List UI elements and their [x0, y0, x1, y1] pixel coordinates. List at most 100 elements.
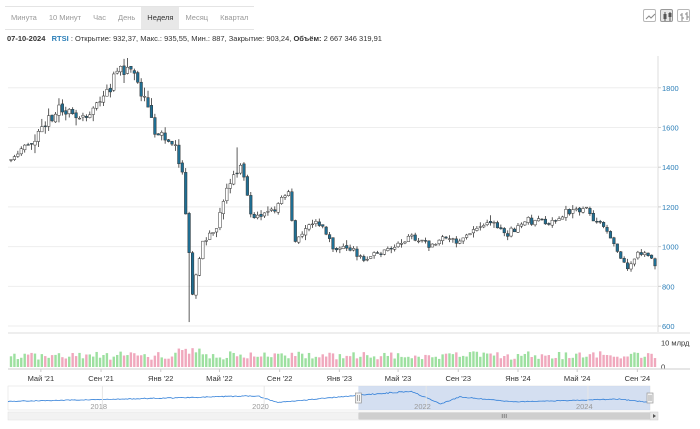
- volume-bar: [465, 356, 468, 367]
- candle-body: [286, 191, 291, 197]
- volume-bar: [472, 351, 475, 367]
- candlestick-icon[interactable]: [660, 9, 673, 22]
- volume-bar: [266, 356, 270, 367]
- y-tick-label: 800: [662, 282, 675, 291]
- volume-bar: [530, 356, 533, 367]
- candle-body: [170, 140, 174, 145]
- volume-bar: [581, 357, 585, 367]
- volume-bar: [136, 355, 139, 367]
- candle-body: [492, 222, 496, 224]
- tab-10-minutes[interactable]: 10 Минут: [48, 13, 82, 22]
- navigator-left-handle[interactable]: [355, 392, 362, 404]
- candle-body: [84, 115, 88, 118]
- ohlc-bars-icon[interactable]: [677, 9, 690, 22]
- candle-body: [64, 110, 68, 115]
- navigator-selection: [358, 386, 650, 410]
- volume-bar: [499, 358, 503, 367]
- volume-bar: [16, 359, 20, 367]
- volume-bar: [157, 352, 160, 367]
- volume-bar: [201, 354, 205, 367]
- volume-bar: [427, 355, 431, 367]
- volume-bar: [633, 352, 636, 367]
- volume-bar: [235, 356, 239, 367]
- candle-body: [156, 133, 160, 136]
- x-tick-label: Май '22: [206, 374, 233, 383]
- volume-bar: [557, 351, 561, 367]
- volume-bar: [376, 359, 379, 367]
- volume-bar: [653, 358, 657, 367]
- x-tick-label: Сен '21: [88, 374, 114, 383]
- candle-body: [502, 228, 506, 234]
- candle-body: [345, 245, 349, 249]
- tab-hour[interactable]: Час: [93, 13, 106, 22]
- candle-body: [307, 224, 311, 230]
- candle-body: [355, 248, 359, 257]
- volume-bar: [71, 352, 74, 367]
- candle-body: [314, 220, 318, 224]
- candle-body: [341, 246, 345, 249]
- candle-body: [262, 212, 267, 217]
- candle-body: [228, 183, 232, 189]
- candle-body: [465, 234, 469, 238]
- navigator-right-handle[interactable]: [646, 392, 654, 404]
- candle-body: [81, 115, 85, 118]
- volume-bar: [390, 352, 393, 367]
- candle-body: [173, 144, 177, 146]
- candle-body: [139, 81, 143, 97]
- info-symbol: RTSI: [51, 34, 69, 43]
- volume-bar: [554, 357, 557, 367]
- scroll-right-arrow-icon[interactable]: [649, 411, 659, 421]
- volume-bar: [47, 357, 50, 367]
- volume-bar: [205, 354, 208, 367]
- tab-minute[interactable]: Минута: [11, 13, 37, 22]
- candle-body: [444, 236, 448, 239]
- volume-bar: [163, 358, 167, 367]
- candle-body: [242, 163, 246, 178]
- volume-bar: [160, 357, 163, 367]
- volume-bar: [547, 355, 551, 367]
- volume-bar: [561, 359, 564, 367]
- candle-body: [413, 234, 417, 241]
- candle-body: [543, 218, 547, 225]
- info-open: 932,37,: [113, 34, 139, 43]
- candle-body: [458, 240, 462, 244]
- volume-bar: [431, 357, 434, 367]
- candle-body: [598, 221, 602, 223]
- volume-bar: [78, 352, 81, 367]
- tab-week[interactable]: Неделя: [141, 7, 180, 29]
- volume-bar: [458, 356, 461, 367]
- candle-body: [434, 244, 438, 246]
- candle-body: [208, 232, 212, 240]
- tab-month[interactable]: Месяц: [185, 13, 209, 22]
- candle-body: [399, 243, 404, 245]
- candle-body: [47, 115, 51, 127]
- volume-bar: [383, 352, 386, 367]
- volume-bar: [585, 356, 588, 367]
- candle-body: [122, 65, 126, 75]
- volume-bar: [88, 354, 91, 367]
- volume-bar: [23, 353, 26, 367]
- volume-bar: [64, 358, 68, 367]
- volume-bar: [612, 356, 616, 367]
- candle-body: [584, 206, 589, 209]
- candle-body: [252, 214, 256, 219]
- candle-body: [201, 240, 205, 259]
- line-chart-icon[interactable]: [643, 9, 656, 22]
- tab-day[interactable]: День: [117, 13, 136, 22]
- info-high-label: Макс.:: [140, 34, 163, 43]
- volume-bar: [605, 355, 609, 367]
- tab-quarter[interactable]: Квартал: [220, 13, 249, 22]
- volume-bar: [366, 355, 369, 367]
- candle-body: [180, 162, 184, 173]
- volume-bar: [544, 355, 547, 367]
- candle-body: [622, 258, 626, 263]
- candle-body: [489, 221, 493, 224]
- volume-bar: [520, 355, 523, 367]
- x-tick-label: Сен '24: [625, 374, 651, 383]
- volume-bar: [650, 353, 653, 367]
- volume-bars: [9, 348, 657, 367]
- candle-body: [324, 226, 328, 235]
- candle-body: [375, 252, 380, 254]
- volume-bar: [307, 352, 311, 367]
